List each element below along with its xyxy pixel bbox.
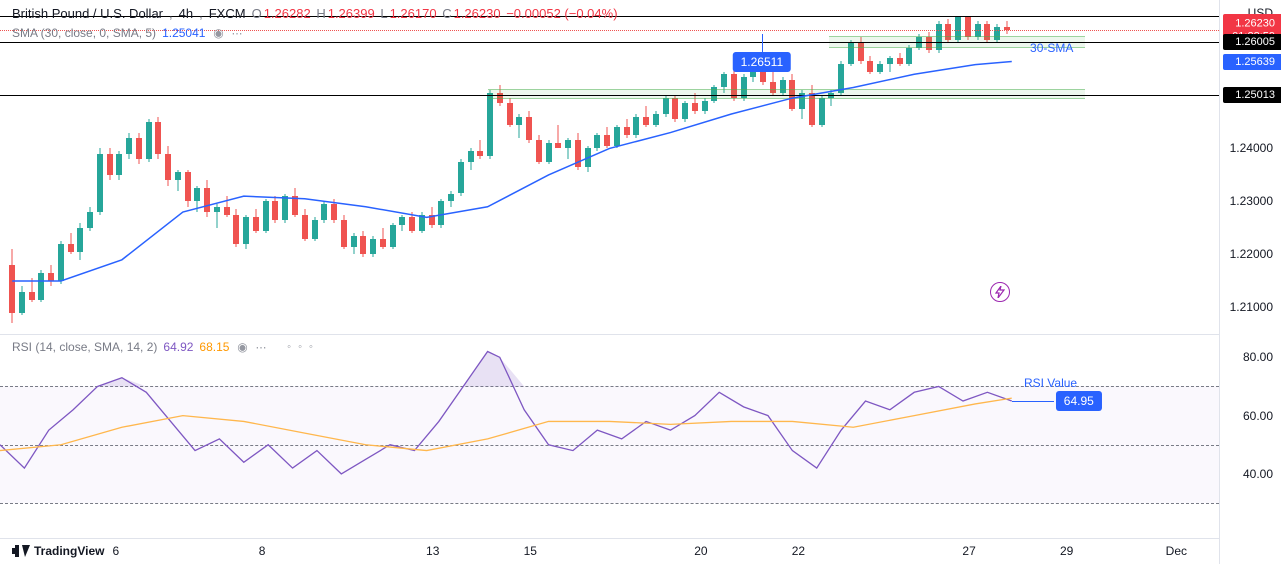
price-level-tag: 1.26005 (1223, 34, 1281, 50)
sma-legend[interactable]: SMA (30, close, 0, SMA, 5) 1.25041 ◉ ⋯ (12, 26, 244, 40)
rsi-value-label: RSI Value (1024, 376, 1077, 390)
more-icon[interactable]: ⋯ (231, 27, 244, 40)
price-tick: 1.22000 (1230, 247, 1273, 261)
time-tick: 22 (792, 544, 805, 558)
horizontal-line[interactable] (0, 95, 1219, 96)
rsi-band (0, 503, 1219, 504)
rsi-legend[interactable]: RSI (14, close, SMA, 14, 2)64.9268.15◉⋯ … (12, 340, 315, 354)
symbol-legend[interactable]: British Pound / U.S. Dollar , 4h , FXCM … (12, 6, 620, 21)
interval: 4h (179, 6, 193, 21)
rsi-callout-line (1012, 401, 1054, 402)
rsi-tick: 40.00 (1243, 467, 1273, 481)
tv-text: TradingView (34, 544, 104, 558)
tv-logo-icon (12, 545, 30, 557)
price-level-tag: 1.25013 (1223, 87, 1281, 103)
sma-label: SMA (30, close, 0, SMA, 5) (12, 26, 156, 40)
symbol-title[interactable]: British Pound / U.S. Dollar (12, 6, 163, 21)
main-pane[interactable]: 1.26511 30-SMA (0, 0, 1219, 334)
price-tick: 1.23000 (1230, 194, 1273, 208)
rsi-value-callout[interactable]: 64.95 (1056, 391, 1102, 411)
time-tick: 13 (426, 544, 439, 558)
tradingview-logo[interactable]: TradingView (12, 544, 104, 558)
price-tick: 1.24000 (1230, 141, 1273, 155)
rsi-v2: 68.15 (199, 340, 229, 354)
price-level-tag: 1.25639 (1223, 54, 1281, 70)
price-tick: 1.21000 (1230, 300, 1273, 314)
time-tick: 20 (694, 544, 707, 558)
time-tick: Dec (1166, 544, 1187, 558)
eye-icon[interactable]: ◉ (235, 340, 249, 354)
sma-annotation: 30-SMA (1030, 41, 1073, 55)
time-tick: 6 (112, 544, 119, 558)
pane-separator[interactable] (0, 334, 1281, 335)
price-callout[interactable]: 1.26511 (733, 52, 792, 72)
more-icon[interactable]: ⋯ (255, 341, 268, 354)
rsi-v1: 64.92 (163, 340, 193, 354)
rsi-label: RSI (14, close, SMA, 14, 2) (12, 340, 157, 354)
rsi-pane[interactable]: 64.95RSI Value (0, 334, 1219, 538)
rsi-tick: 60.00 (1243, 409, 1273, 423)
time-tick: 8 (259, 544, 266, 558)
time-tick: 15 (524, 544, 537, 558)
bolt-icon[interactable] (990, 282, 1010, 302)
rsi-tick: 80.00 (1243, 350, 1273, 364)
settings-icon[interactable]: ◦ ◦ ◦ (287, 341, 315, 353)
eye-icon[interactable]: ◉ (211, 26, 225, 40)
rsi-band (0, 445, 1219, 446)
price-scale[interactable]: USD 1.210001.220001.230001.24000 GBPUSD1… (1219, 0, 1281, 564)
chart-root: British Pound / U.S. Dollar , 4h , FXCM … (0, 0, 1281, 564)
ohlc: O1.26282 H1.26399 L1.26170 C1.26230 −0.0… (252, 6, 620, 21)
sma-value: 1.25041 (162, 26, 205, 40)
time-tick: 27 (962, 544, 975, 558)
time-tick: 29 (1060, 544, 1073, 558)
exchange: FXCM (209, 6, 246, 21)
time-scale[interactable]: 6 8 13 15 20 22 27 29 Dec (0, 538, 1219, 564)
